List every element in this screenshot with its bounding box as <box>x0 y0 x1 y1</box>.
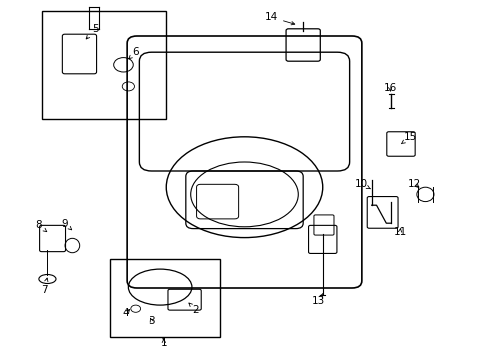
Text: 14: 14 <box>264 12 294 25</box>
Text: 6: 6 <box>128 47 139 59</box>
Text: 8: 8 <box>35 220 47 232</box>
Bar <box>110 259 220 337</box>
Text: 4: 4 <box>122 308 129 318</box>
Text: 3: 3 <box>148 316 155 326</box>
Text: 15: 15 <box>401 132 417 144</box>
Bar <box>41 11 166 119</box>
Text: 12: 12 <box>407 179 421 189</box>
Text: 13: 13 <box>311 293 325 306</box>
Text: 5: 5 <box>86 24 99 39</box>
Text: 11: 11 <box>392 227 406 237</box>
Text: 2: 2 <box>188 303 199 315</box>
Text: 10: 10 <box>354 179 369 189</box>
Text: 1: 1 <box>160 338 167 348</box>
Text: 9: 9 <box>61 219 72 230</box>
Text: 16: 16 <box>383 83 396 93</box>
Text: 7: 7 <box>41 278 48 295</box>
